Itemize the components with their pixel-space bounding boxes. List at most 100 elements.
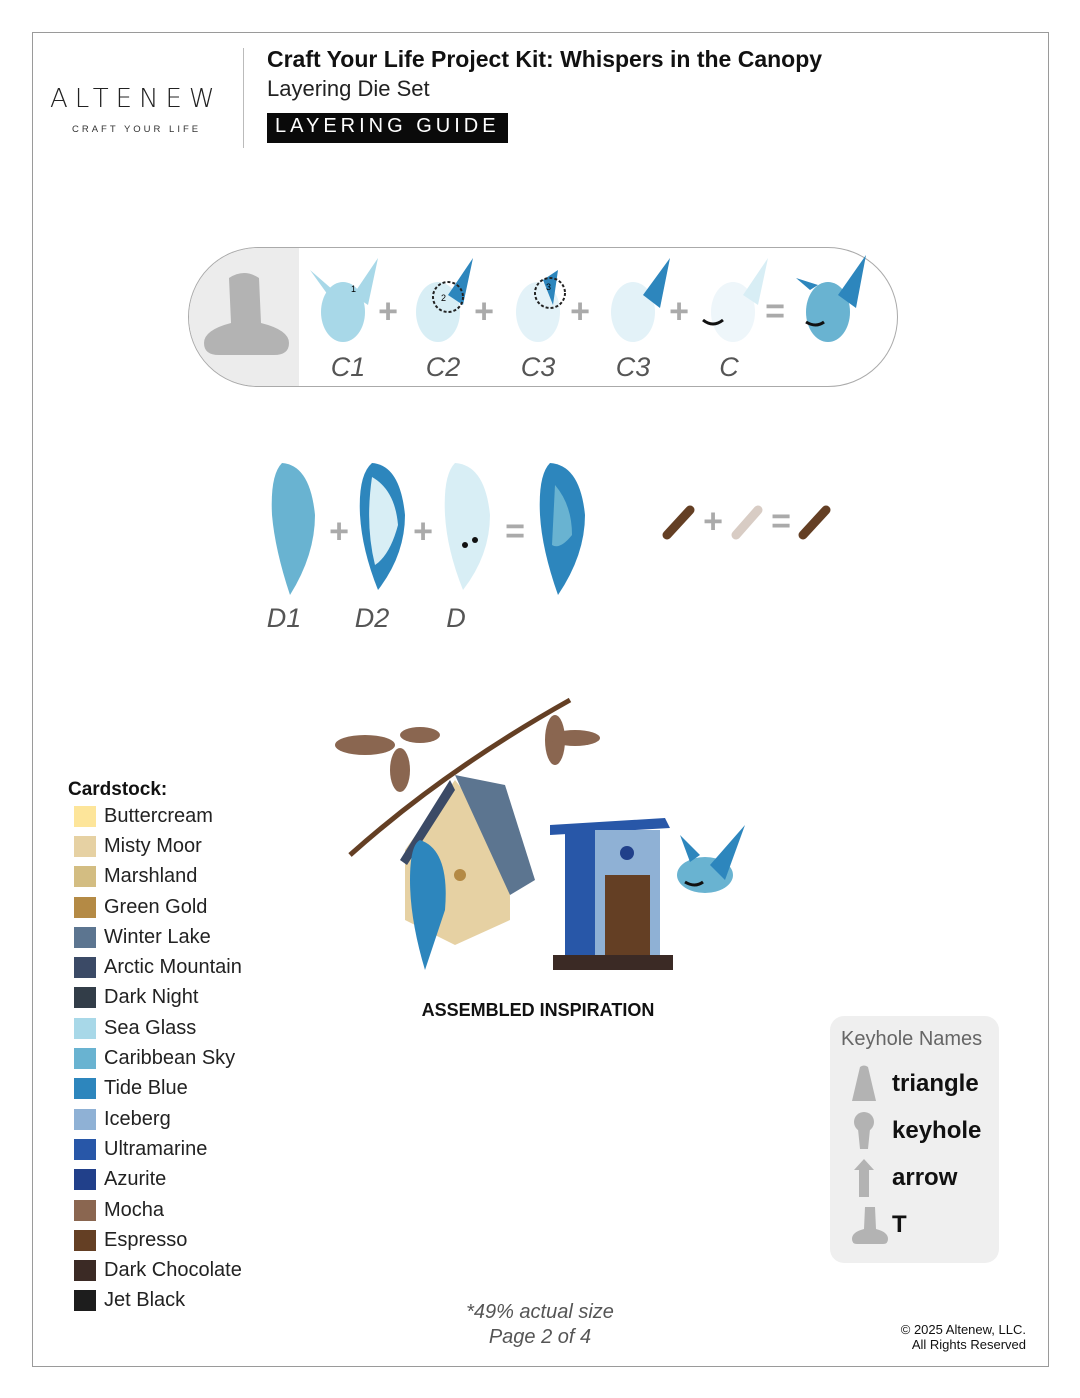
cardstock-item: Mocha [74,1195,242,1225]
triangle-icon [852,1065,876,1101]
cardstock-item: Jet Black [74,1286,242,1316]
cardstock-item: Sea Glass [74,1013,242,1043]
cardstock-title: Cardstock: [68,779,168,800]
color-swatch [74,835,96,857]
bird-c3-wing [611,258,670,342]
cardstock-item: Marshland [74,862,242,892]
color-swatch [74,1199,96,1221]
cardstock-name: Dark Chocolate [104,1259,242,1282]
bird-d-detail [444,463,490,590]
cardstock-name: Azurite [104,1168,167,1191]
svg-text:2: 2 [441,293,446,303]
keyhole-title: Keyhole Names [841,1028,983,1050]
page-subtitle: Layering Die Set [267,76,430,101]
color-swatch [74,805,96,827]
svg-text:3: 3 [546,282,551,292]
cardstock-item: Winter Lake [74,922,242,952]
cardstock-item: Dark Night [74,983,242,1013]
bird-c-detail [702,258,768,342]
plus-sign: + [703,502,723,541]
layering-guide-badge: LAYERING GUIDE [267,113,508,143]
color-swatch [74,1078,96,1100]
bird-d-layers [271,463,831,595]
keyhole-item: T [850,1205,907,1245]
color-swatch [74,1017,96,1039]
equals-sign: = [765,292,785,331]
cardstock-name: Winter Lake [104,925,211,948]
plus-sign: + [413,512,433,551]
cardstock-name: Ultramarine [104,1137,208,1160]
cardstock-name: Arctic Mountain [104,956,242,979]
arrow-icon [854,1159,874,1197]
logo-tagline: CRAFT YOUR LIFE [72,124,202,135]
color-swatch [74,926,96,948]
cardstock-name: Iceberg [104,1107,171,1130]
cardstock-list: Buttercream Misty Moor Marshland Green Gold… [74,801,242,1316]
cardstock-item: Green Gold [74,892,242,922]
svg-text:1: 1 [351,284,356,294]
page-frame [32,32,1049,1367]
color-swatch [74,1048,96,1070]
bird-c2: 2 [416,258,473,342]
cardstock-item: Azurite [74,1165,242,1195]
cardstock-name: Mocha [104,1198,165,1221]
layer-label: D2 [354,603,390,633]
color-swatch [74,1169,96,1191]
birdhouse-blue [550,818,673,970]
plus-sign: + [329,512,349,551]
color-swatch [74,1229,96,1251]
color-swatch [74,1108,96,1130]
assembled-illustration [335,697,745,970]
color-swatch [74,987,96,1009]
plus-sign: + [570,292,590,331]
keyhole-item: triangle [850,1064,979,1104]
t-icon [852,1207,888,1244]
cardstock-item: Iceberg [74,1104,242,1134]
keyhole-item: arrow [850,1158,957,1198]
layer-label: C3 [520,352,556,382]
layer-label: D1 [266,603,302,633]
layer-label: C2 [425,352,461,382]
cardstock-name: Tide Blue [104,1077,188,1100]
cardstock-name: Green Gold [104,895,208,918]
page-number: Page 2 of 4 [488,1326,592,1348]
cardstock-name: Caribbean Sky [104,1047,236,1070]
plus-sign: + [669,292,689,331]
cardstock-name: Buttercream [104,804,213,827]
equals-sign: = [771,502,791,541]
bird-c-layering-panel [188,247,898,387]
color-swatch [74,1260,96,1282]
bird-c1: 1 [310,258,378,342]
layer-label: C1 [330,352,366,382]
divider [243,48,244,148]
logo: ALTENEW [50,84,222,114]
plus-sign: + [378,292,398,331]
assembled-caption: ASSEMBLED INSPIRATION [421,1000,655,1020]
scale-note: *49% actual size [466,1301,614,1323]
bird-c-layers: 1 2 3 [310,255,866,342]
bird-c3: 3 [516,270,566,342]
keyhole-names-panel: Keyhole Names triangle keyhole arrow T [830,1016,999,1263]
cardstock-item: Arctic Mountain [74,952,242,982]
cardstock-item: Caribbean Sky [74,1043,242,1073]
flying-bird [677,825,745,893]
color-swatch [74,896,96,918]
layer-label: D [446,603,466,633]
keyhole-item: keyhole [850,1111,981,1151]
bird-d-assembled [539,463,585,595]
branch-layers [662,505,831,540]
layer-label: C3 [615,352,651,382]
cardstock-item: Buttercream [74,801,242,831]
bird-d1 [271,463,315,595]
copyright: © 2025 Altenew, LLC. All Rights Reserved [900,1322,1026,1352]
bird-on-house [410,840,446,970]
bird-d2 [359,463,405,590]
t-keyhole-icon [204,273,289,355]
keyhole-icon [854,1112,874,1149]
color-swatch [74,866,96,888]
bird-c-assembled [796,255,866,342]
cardstock-name: Marshland [104,865,198,888]
layer-label: C [719,352,739,382]
plus-sign: + [474,292,494,331]
cardstock-item: Dark Chocolate [74,1255,242,1285]
